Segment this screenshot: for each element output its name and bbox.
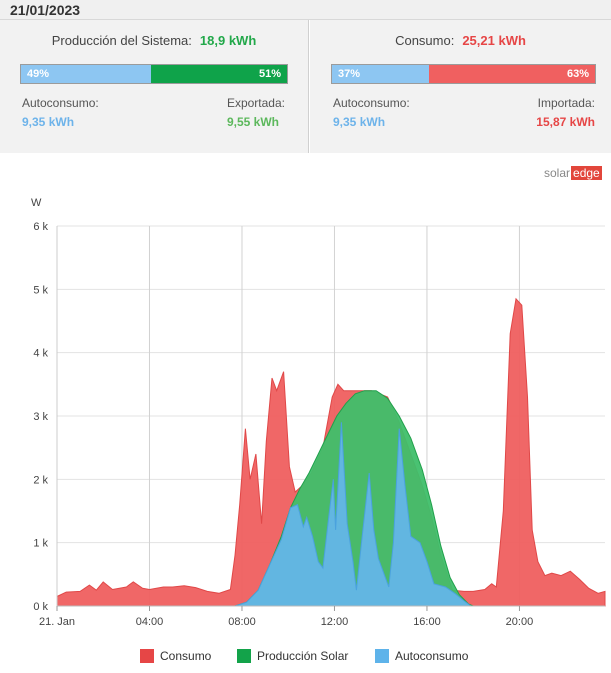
x-tick-label: 20:00 bbox=[506, 616, 534, 628]
y-tick-label: 4 k bbox=[33, 348, 48, 360]
production-self-segment: 49% bbox=[21, 65, 152, 83]
autoconsumo-area bbox=[57, 422, 605, 607]
consumption-self-segment: 37% bbox=[332, 65, 430, 83]
y-axis-unit-label: W bbox=[31, 197, 42, 209]
legend-item-autoconsumo[interactable]: Autoconsumo bbox=[375, 649, 468, 663]
y-tick-label: 0 k bbox=[33, 601, 48, 613]
production-export-value: 9,55 kWh bbox=[226, 115, 279, 129]
production-title-label: Producción del Sistema: bbox=[51, 33, 192, 48]
x-tick-label: 12:00 bbox=[321, 616, 349, 628]
chart-legend: Consumo Producción Solar Autoconsumo bbox=[0, 649, 611, 667]
production-export-segment: 51% bbox=[151, 65, 287, 83]
production-total-value: 18,9 kWh bbox=[199, 33, 257, 48]
legend-swatch-produccion bbox=[237, 649, 251, 663]
legend-label-autoconsumo: Autoconsumo bbox=[395, 649, 469, 663]
consumption-import-label: Importada: bbox=[537, 96, 595, 110]
y-tick-label: 2 k bbox=[33, 474, 48, 486]
x-tick-label: 16:00 bbox=[413, 616, 441, 628]
logo-part1: solar bbox=[544, 166, 571, 180]
consumption-import-value: 15,87 kWh bbox=[536, 115, 595, 129]
production-export-label: Exportada: bbox=[226, 96, 285, 110]
logo-part2: edge bbox=[571, 166, 602, 180]
production-title: Producción del Sistema: 18,9 kWh bbox=[0, 33, 308, 48]
y-tick-label: 3 k bbox=[33, 411, 48, 423]
production-split-bar: 49% 51% bbox=[20, 64, 288, 84]
consumption-self-label: Autoconsumo: bbox=[333, 96, 410, 110]
legend-label-produccion: Producción Solar bbox=[257, 649, 349, 663]
consumption-title-label: Consumo: bbox=[395, 33, 455, 48]
production-self-value: 9,35 kWh bbox=[22, 115, 75, 129]
consumption-import-segment: 63% bbox=[429, 65, 595, 83]
y-tick-label: 5 k bbox=[33, 284, 48, 296]
date-label: 21/01/2023 bbox=[10, 2, 81, 18]
production-summary-panel: Producción del Sistema: 18,9 kWh 49% 51% … bbox=[0, 20, 309, 153]
legend-item-produccion[interactable]: Producción Solar bbox=[237, 649, 348, 663]
date-header: 21/01/2023 bbox=[0, 0, 611, 20]
consumption-total-value: 25,21 kWh bbox=[462, 33, 526, 48]
legend-label-consumo: Consumo bbox=[160, 649, 212, 663]
consumption-title: Consumo: 25,21 kWh bbox=[310, 33, 611, 48]
y-tick-label: 1 k bbox=[33, 538, 48, 550]
x-tick-label: 04:00 bbox=[136, 616, 164, 628]
consumption-split-bar: 37% 63% bbox=[331, 64, 596, 84]
x-tick-label: 21. Jan bbox=[39, 616, 75, 628]
legend-item-consumo[interactable]: Consumo bbox=[140, 649, 211, 663]
production-self-label: Autoconsumo: bbox=[22, 96, 99, 110]
legend-swatch-autoconsumo bbox=[375, 649, 389, 663]
consumption-self-value: 9,35 kWh bbox=[333, 115, 386, 129]
solaredge-logo: solar edge bbox=[544, 166, 602, 180]
x-tick-label: 08:00 bbox=[228, 616, 256, 628]
y-tick-label: 6 k bbox=[33, 221, 48, 233]
legend-swatch-consumo bbox=[140, 649, 154, 663]
power-chart: 0 k 1 k 2 k 3 k 4 k 5 k 6 k W 21. Jan 04:00 08:00 1… bbox=[31, 197, 606, 628]
consumption-summary-panel: Consumo: 25,21 kWh 37% 63% Autoconsumo: 9… bbox=[310, 20, 611, 153]
